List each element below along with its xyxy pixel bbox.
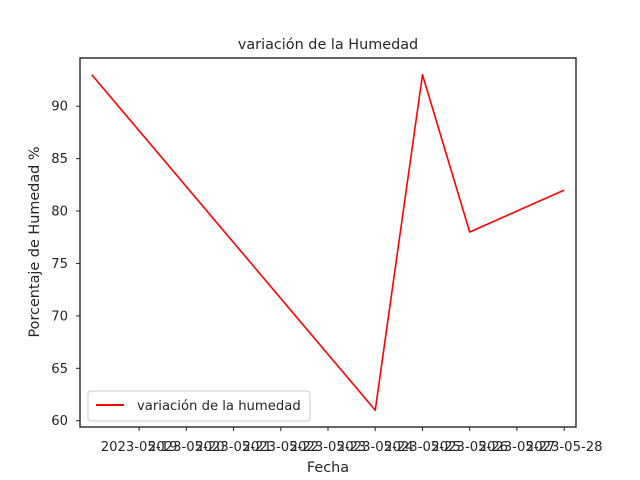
plot-area: 606570758085902023-05-192023-05-202023-0… (51, 57, 603, 455)
legend-box (87, 390, 311, 422)
chart-title: variación de la Humedad (238, 37, 418, 53)
y-tick-label: 75 (51, 257, 68, 272)
y-tick-label: 80 (51, 205, 68, 220)
y-tick-label: 85 (51, 152, 68, 167)
legend-label: variación de la humedad (137, 398, 301, 414)
x-tick-label: 2023-05-25 (384, 440, 461, 455)
y-tick-label: 65 (51, 362, 68, 377)
x-tick-label: 2023-05-26 (431, 440, 508, 455)
axes-frame (79, 57, 577, 428)
x-tick-label: 2023-05-20 (148, 440, 225, 455)
x-tick-label: 2023-05-21 (195, 440, 272, 455)
x-axis-label: Fecha (307, 460, 349, 476)
x-tick-label: 2023-05-23 (290, 440, 367, 455)
legend: variación de la humedad (87, 390, 311, 422)
x-tick-label: 2023-05-27 (479, 440, 556, 455)
series-line-0 (91, 73, 565, 412)
x-tick-label: 2023-05-19 (101, 440, 178, 455)
y-tick-label: 70 (51, 309, 68, 324)
x-tick-label: 2023-05-28 (526, 440, 603, 455)
x-tick-label: 2023-05-24 (337, 440, 414, 455)
y-tick-label: 90 (51, 100, 68, 115)
y-tick-label: 60 (51, 414, 68, 429)
y-axis-label: Porcentaje de Humedad % (27, 146, 43, 337)
x-tick-label: 2023-05-22 (242, 440, 319, 455)
